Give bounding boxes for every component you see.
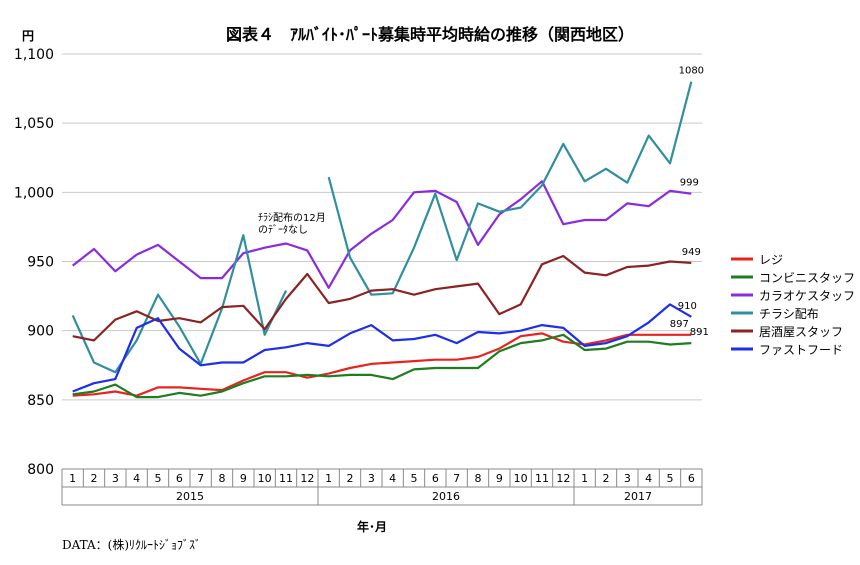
gridlines <box>62 53 702 401</box>
annotation-line-1: ﾁﾗｼ配布の12月 <box>258 212 326 224</box>
y-tick-label: 900 <box>27 324 54 340</box>
y-tick-label: 1,050 <box>14 116 54 132</box>
x-tick-label: 8 <box>475 472 482 485</box>
x-tick-label: 7 <box>453 472 460 485</box>
x-tick-label: 11 <box>279 472 293 485</box>
end-value-label: 897 <box>670 319 689 330</box>
annotation-line-2: のﾃﾞｰﾀなし <box>258 224 308 236</box>
x-tick-label: 4 <box>645 472 652 485</box>
x-tick-label: 6 <box>688 472 695 485</box>
end-value-label: 999 <box>680 178 699 189</box>
legend-label: ファストフード <box>759 343 843 357</box>
x-tick-label: 7 <box>197 472 204 485</box>
x-year-label: 2015 <box>176 490 204 503</box>
series-line-5 <box>72 254 692 342</box>
chart-title: 図表４ ｱﾙﾊﾞｲﾄ･ﾊﾟｰﾄ募集時平均時給の推移（関西地区） <box>226 25 634 44</box>
x-tick-label: 10 <box>258 472 272 485</box>
x-tick-label: 6 <box>176 472 183 485</box>
x-tick-label: 8 <box>219 472 226 485</box>
x-tick-label: 1 <box>69 472 76 485</box>
x-tick-label: 5 <box>155 472 162 485</box>
y-tick-label: 950 <box>27 255 54 271</box>
x-tick-label: 11 <box>535 472 549 485</box>
end-value-label: 1080 <box>679 66 704 77</box>
end-value-label: 891 <box>690 327 709 338</box>
end-value-label: 910 <box>678 301 697 312</box>
y-tick-label: 1,000 <box>14 185 54 201</box>
x-tick-label: 2 <box>347 472 354 485</box>
x-tick-label: 4 <box>389 472 396 485</box>
data-source: DATA：(株)ﾘｸﾙｰﾄｼﾞｮﾌﾞｽﾞ <box>62 538 202 552</box>
x-tick-label: 3 <box>368 472 375 485</box>
x-tick-label: 2 <box>603 472 610 485</box>
x-tick-label: 12 <box>300 472 314 485</box>
legend-label: レジ <box>759 253 783 267</box>
legend-label: チラシ配布 <box>759 307 819 321</box>
x-tick-label: 6 <box>432 472 439 485</box>
x-tick-label: 1 <box>581 472 588 485</box>
x-tick-label: 1 <box>325 472 332 485</box>
y-tick-label: 850 <box>27 393 54 409</box>
x-tick-label: 4 <box>133 472 140 485</box>
x-tick-label: 2 <box>91 472 98 485</box>
x-tick-label: 9 <box>496 472 503 485</box>
series-line-1 <box>72 332 692 397</box>
series-line-2 <box>72 333 692 399</box>
x-tick-label: 10 <box>514 472 528 485</box>
series-line-4 <box>71 81 693 374</box>
series-line-6 <box>72 303 692 393</box>
end-value-label: 949 <box>682 247 701 258</box>
x-year-label: 2017 <box>624 490 652 503</box>
x-tick-label: 9 <box>240 472 247 485</box>
legend-label: カラオケスタッフ <box>759 289 855 303</box>
x-tick-label: 5 <box>411 472 418 485</box>
series-line-3 <box>72 180 692 289</box>
x-tick-label: 5 <box>667 472 674 485</box>
series-lines <box>71 81 693 399</box>
x-tick-label: 3 <box>112 472 119 485</box>
y-tick-label: 800 <box>27 462 54 478</box>
legend-label: 居酒屋スタッフ <box>759 325 843 339</box>
x-tick-label: 12 <box>556 472 570 485</box>
y-axis-unit-label: 円 <box>22 29 34 43</box>
y-tick-label: 1,100 <box>14 47 54 63</box>
x-tick-label: 3 <box>624 472 631 485</box>
x-year-label: 2016 <box>432 490 460 503</box>
legend-label: コンビニスタッフ <box>759 271 855 285</box>
x-axis-label: 年･月 <box>357 519 387 534</box>
